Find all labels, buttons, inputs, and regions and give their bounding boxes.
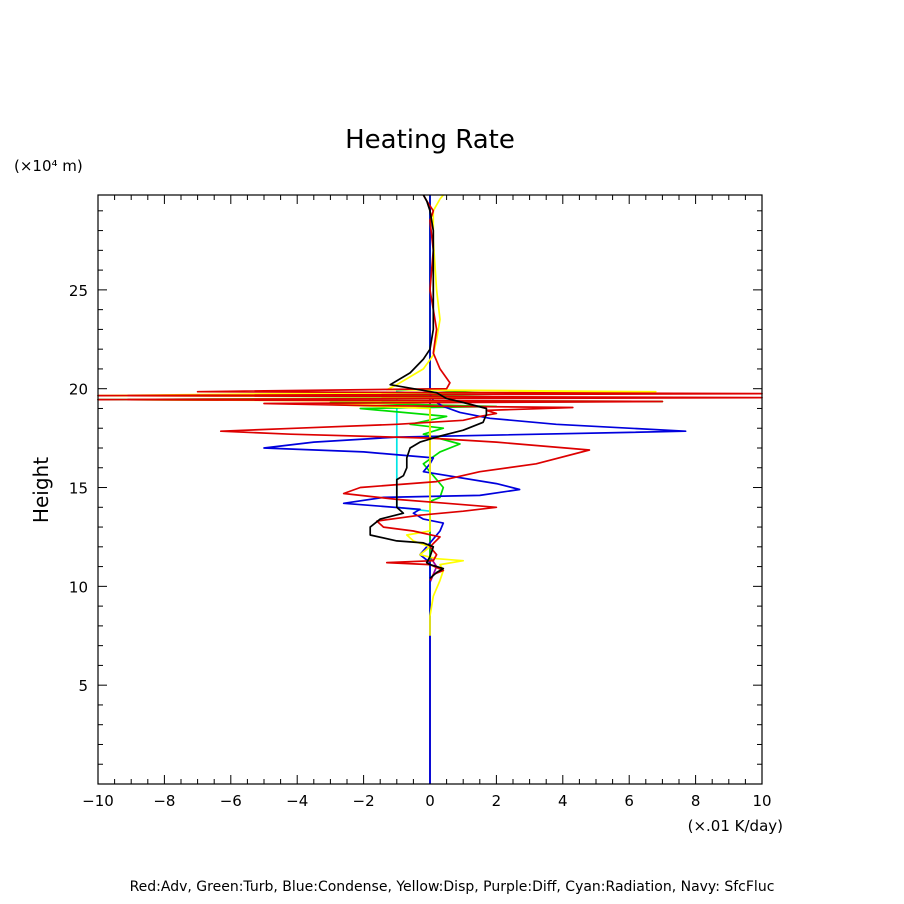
legend-text: Red:Adv, Green:Turb, Blue:Condense, Yell… — [130, 879, 775, 895]
plot-frame — [97, 194, 763, 785]
y-tick-label: 15 — [69, 480, 88, 498]
x-tick-label: −2 — [353, 792, 375, 810]
y-axis-label: Height — [29, 457, 53, 523]
x-tick-label: −6 — [220, 792, 242, 810]
x-tick-label: 8 — [691, 792, 701, 810]
x-tick-label: 10 — [752, 792, 771, 810]
y-tick-labels: 5 10 15 20 25 — [69, 282, 88, 695]
y-tick-label: 25 — [69, 282, 88, 300]
x-tick-label: 0 — [425, 792, 435, 810]
x-tick-label: −10 — [82, 792, 114, 810]
series-line-turb — [97, 195, 664, 567]
axis-ticks — [97, 195, 763, 784]
series-line-total — [369, 195, 488, 580]
series-line-disp — [97, 195, 657, 636]
y-tick-label: 20 — [69, 381, 88, 399]
y-axis-unit: (×10⁴ m) — [14, 157, 83, 175]
x-tick-label: −8 — [153, 792, 175, 810]
x-axis-unit: (×.01 K/day) — [688, 817, 783, 835]
x-tick-labels: −10 −8 −6 −4 −2 0 2 4 6 8 10 — [82, 792, 771, 810]
y-tick-label: 10 — [69, 578, 88, 596]
x-tick-label: 6 — [624, 792, 634, 810]
y-tick-label: 5 — [78, 677, 88, 695]
chart-title: Heating Rate — [345, 125, 515, 155]
series-line-adv — [97, 195, 763, 581]
x-tick-label: 4 — [558, 792, 568, 810]
series-group — [97, 195, 763, 784]
series-line-condense — [263, 195, 687, 784]
x-tick-label: 2 — [492, 792, 502, 810]
x-tick-label: −4 — [286, 792, 308, 810]
